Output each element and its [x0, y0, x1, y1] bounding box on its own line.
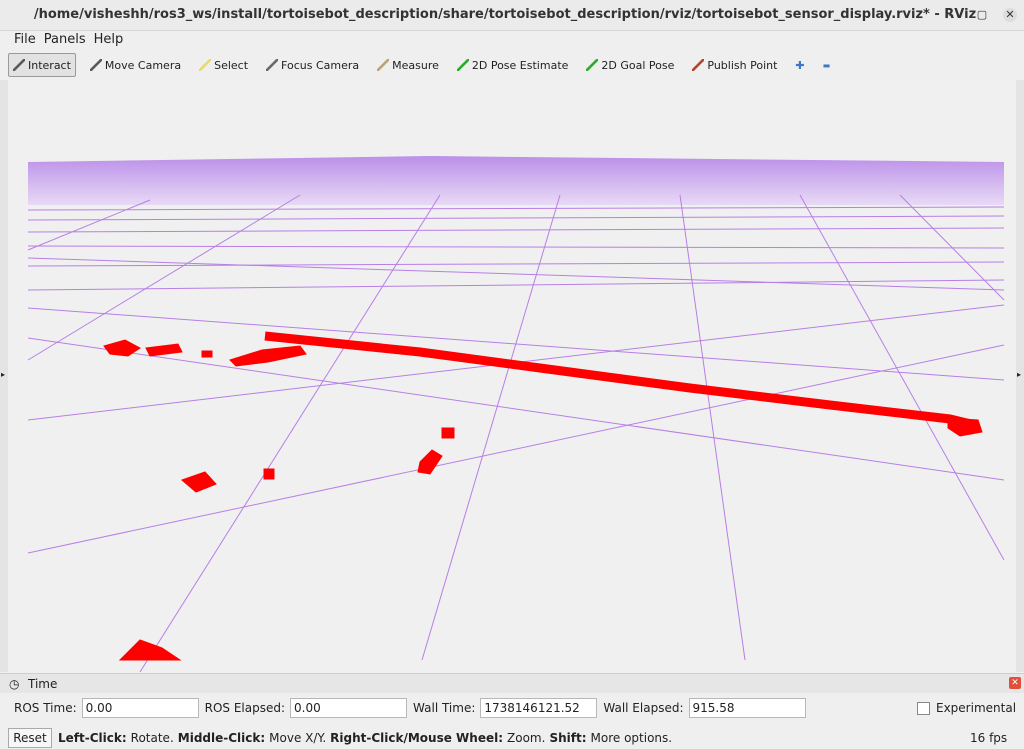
hint-text: Rotate.: [130, 731, 174, 745]
left-collapse[interactable]: ▸: [0, 80, 8, 672]
tool-label: Select: [214, 58, 249, 72]
menu-item[interactable]: Help: [93, 32, 124, 47]
tool-button[interactable]: 2D Goal Pose: [582, 54, 678, 76]
reset-button[interactable]: Reset: [8, 728, 52, 748]
tool-button[interactable]: Publish Point: [688, 54, 781, 76]
hint-text: Zoom.: [507, 731, 546, 745]
toolbar: Interact Move Camera Select Focus Camera Mea…: [8, 52, 1018, 78]
hint-text: Move X/Y.: [269, 731, 327, 745]
tool-icon: [199, 59, 212, 71]
tool-label: Interact: [28, 58, 71, 72]
tool-label: Measure: [392, 58, 439, 72]
field-input[interactable]: 915.58: [688, 698, 806, 718]
field-input[interactable]: 1738146121.52: [480, 698, 598, 718]
close-button[interactable]: ✕: [1003, 8, 1017, 22]
fps: 16 fps: [970, 731, 1008, 745]
scene: [27, 156, 1005, 672]
field-label: Wall Time:: [413, 701, 476, 715]
hint-key: Middle-Click:: [177, 731, 266, 745]
checkbox[interactable]: [917, 701, 930, 715]
tool-icon: [13, 59, 25, 71]
3d-viewport[interactable]: [8, 80, 1016, 672]
tool-icon: [89, 59, 102, 71]
tool-button[interactable]: 2D Pose Estimate: [453, 54, 573, 76]
hint-key: Left-Click:: [58, 731, 127, 745]
time-panel-title: Time: [28, 677, 58, 691]
time-panel-header: ◷ Time ✕: [0, 673, 1024, 693]
tool-button[interactable]: Interact: [8, 53, 76, 77]
window-title: /home/visheshh/ros3_ws/install/tortoiseb…: [33, 7, 977, 22]
tool-button[interactable]: Select: [195, 54, 252, 76]
experimental-checkbox[interactable]: Experimental: [917, 701, 1016, 715]
remove-tool-button[interactable]: ▬: [822, 60, 831, 70]
field-input[interactable]: 0.00: [81, 698, 199, 718]
laser-scan: [103, 331, 983, 661]
menu-item[interactable]: Panels: [43, 32, 86, 47]
tool-button[interactable]: Measure: [373, 54, 443, 76]
minimize-button[interactable]: –: [948, 8, 954, 21]
right-collapse[interactable]: ▸: [1016, 80, 1024, 672]
field-label: ROS Time:: [14, 701, 77, 715]
tool-label: Move Camera: [104, 58, 182, 72]
tool-label: Focus Camera: [281, 58, 360, 72]
menu-item[interactable]: File: [14, 32, 36, 47]
grid-far: [28, 156, 1004, 205]
title-bar: /home/visheshh/ros3_ws/install/tortoiseb…: [0, 0, 1024, 31]
status-bar: Reset Left-Click: Rotate. Middle-Click: Mov…: [0, 726, 1024, 749]
menu-bar: File Panels Help: [0, 31, 1024, 50]
tool-button[interactable]: Focus Camera: [262, 54, 363, 76]
tool-icon: [586, 59, 599, 71]
tool-label: Publish Point: [707, 58, 778, 72]
grid: [27, 194, 1005, 672]
checkbox-label: Experimental: [936, 701, 1017, 715]
maximize-button[interactable]: ▢: [976, 8, 988, 21]
tool-icon: [266, 59, 279, 71]
close-panel-button[interactable]: ✕: [1009, 677, 1021, 689]
tool-label: 2D Goal Pose: [601, 58, 675, 72]
clock-icon: ◷: [9, 677, 20, 691]
tool-label: 2D Pose Estimate: [471, 58, 569, 72]
tool-icon: [692, 59, 705, 71]
hint-key: Right-Click/Mouse Wheel:: [330, 731, 504, 745]
field-input[interactable]: 0.00: [290, 698, 408, 718]
tool-button[interactable]: Move Camera: [86, 54, 185, 76]
field-label: ROS Elapsed:: [204, 701, 286, 715]
hint-key: Shift:: [549, 731, 587, 745]
hints: Left-Click: Rotate. Middle-Click: Move X/Y.…: [58, 731, 676, 745]
add-tool-button[interactable]: ✚: [795, 58, 805, 72]
tool-icon: [456, 59, 469, 71]
hint-text: More options.: [590, 731, 673, 745]
field-label: Wall Elapsed:: [603, 701, 684, 715]
tool-icon: [377, 59, 390, 71]
time-fields: ROS Time: 0.00 ROS Elapsed: 0.00 Wall Time: 1…: [14, 697, 812, 719]
